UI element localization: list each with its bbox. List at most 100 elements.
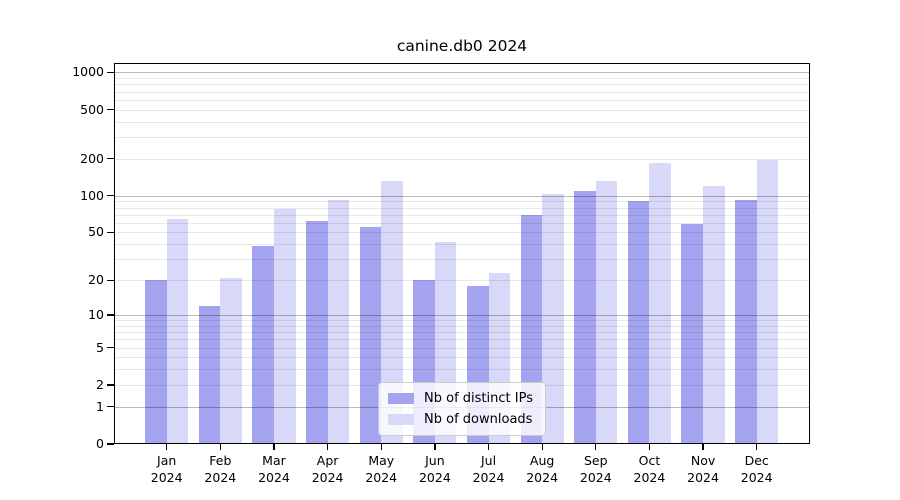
x-tick-year: 2024 [365, 470, 398, 485]
x-tick-year: 2024 [687, 470, 719, 485]
y-tick-mark [107, 108, 114, 111]
minor-gridline [114, 78, 810, 79]
bar-nb-of-distinct-ips-feb-2024 [198, 306, 221, 444]
x-tick-mark [166, 444, 168, 450]
minor-gridline [114, 91, 810, 93]
x-tick-mark [434, 444, 436, 450]
y-tick-mark [107, 279, 114, 281]
y-tick-label: 1000 [72, 64, 104, 80]
y-tick-label: 10 [88, 307, 104, 322]
x-tick-mark [595, 444, 597, 450]
minor-gridline [114, 320, 810, 322]
y-tick-label: 100 [80, 187, 104, 203]
minor-gridline [114, 280, 810, 282]
y-tick-label: 0 [96, 436, 104, 451]
chart-title: canine.db0 2024 [396, 37, 528, 55]
y-tick-mark [107, 231, 114, 234]
bar-nb-of-downloads-oct-2024 [649, 162, 672, 444]
bar-nb-of-distinct-ips-apr-2024 [306, 221, 328, 444]
y-tick-mark [107, 314, 114, 316]
x-tick-month: May [368, 453, 395, 468]
legend-entry-downloads: Nb of downloads [388, 409, 533, 430]
y-tick-mark [107, 71, 114, 73]
x-tick-month: Jan [157, 453, 177, 468]
y-tick-mark [107, 384, 114, 386]
minor-gridline [114, 109, 810, 111]
y-tick-label: 200 [80, 150, 104, 166]
y-tick-label: 20 [88, 272, 104, 288]
x-tick-month: Jun [425, 453, 445, 468]
minor-gridline [114, 369, 810, 371]
x-tick-month: Jul [480, 453, 497, 468]
minor-gridline [114, 244, 810, 246]
x-tick-month: Oct [638, 453, 661, 468]
bar-nb-of-distinct-ips-oct-2024 [627, 200, 650, 444]
y-tick-label: 500 [80, 101, 104, 117]
x-tick-month: Feb [209, 453, 232, 468]
plot-area: Nb of distinct IPs Nb of downloads [114, 63, 810, 444]
x-tick-year: 2024 [472, 470, 505, 485]
bar-nb-of-downloads-feb-2024 [220, 277, 242, 444]
x-tick-label-feb-2024: Feb 2024 [188, 452, 252, 486]
y-tick-mark [107, 346, 114, 349]
legend-swatch-downloads [388, 414, 415, 425]
bar-nb-of-downloads-nov-2024 [703, 186, 725, 444]
bar-nb-of-downloads-aug-2024 [542, 193, 564, 444]
x-tick-mark [702, 444, 704, 450]
y-tick-mark [107, 406, 114, 408]
bar-nb-of-distinct-ips-nov-2024 [681, 223, 704, 444]
x-tick-label-jul-2024: Jul 2024 [457, 452, 521, 486]
x-tick-label-dec-2024: Dec 2024 [725, 452, 789, 486]
y-tick-label: 50 [88, 224, 104, 240]
bar-nb-of-downloads-jan-2024 [166, 218, 189, 444]
minor-gridline [114, 339, 810, 341]
x-tick-year: 2024 [740, 470, 773, 485]
major-gridline [114, 195, 810, 197]
x-tick-mark [326, 444, 329, 450]
legend-swatch-distinct-ips [388, 393, 415, 404]
minor-gridline [114, 207, 810, 209]
x-tick-year: 2024 [150, 470, 183, 485]
bar-nb-of-distinct-ips-may-2024 [359, 226, 382, 444]
x-tick-mark [648, 444, 651, 450]
minor-gridline [114, 158, 810, 160]
minor-gridline [114, 84, 810, 86]
minor-gridline [114, 259, 810, 261]
y-tick-mark [107, 195, 114, 197]
minor-gridline [114, 357, 810, 359]
x-tick-label-aug-2024: Aug 2024 [510, 452, 574, 486]
minor-gridline [114, 121, 810, 123]
x-tick-year: 2024 [633, 470, 666, 485]
x-tick-year: 2024 [311, 470, 344, 485]
x-tick-mark [756, 444, 758, 450]
x-tick-month: Mar [262, 453, 286, 468]
bar-nb-of-distinct-ips-dec-2024 [735, 199, 757, 444]
x-tick-label-nov-2024: Nov 2024 [671, 452, 735, 486]
bar-nb-of-downloads-mar-2024 [273, 208, 296, 444]
major-gridline [114, 72, 810, 74]
bar-nb-of-distinct-ips-mar-2024 [252, 245, 274, 444]
bar-nb-of-distinct-ips-sep-2024 [574, 190, 596, 444]
minor-gridline [114, 201, 810, 203]
x-tick-month: Apr [316, 453, 339, 468]
legend-label-distinct-ips: Nb of distinct IPs [424, 391, 533, 406]
y-tick-label: 2 [96, 376, 104, 392]
bar-nb-of-downloads-dec-2024 [756, 159, 779, 444]
x-tick-label-jun-2024: Jun 2024 [403, 452, 467, 486]
x-tick-year: 2024 [579, 470, 612, 485]
x-tick-year: 2024 [204, 470, 237, 485]
x-tick-label-sep-2024: Sep 2024 [564, 452, 628, 486]
x-tick-label-apr-2024: Apr 2024 [296, 452, 360, 486]
x-tick-mark [541, 444, 543, 450]
x-tick-year: 2024 [526, 470, 559, 485]
x-tick-year: 2024 [418, 470, 451, 485]
x-tick-label-oct-2024: Oct 2024 [617, 452, 681, 486]
minor-gridline [114, 332, 810, 334]
y-tick-label: 5 [96, 339, 104, 355]
minor-gridline [114, 214, 810, 216]
x-tick-month: Dec [744, 453, 769, 468]
x-tick-label-mar-2024: Mar 2024 [242, 452, 306, 486]
x-tick-mark [487, 444, 490, 450]
bar-nb-of-downloads-sep-2024 [595, 181, 618, 444]
